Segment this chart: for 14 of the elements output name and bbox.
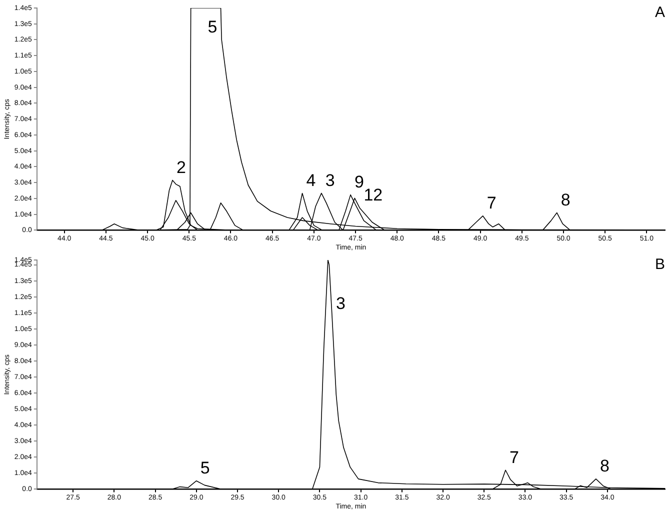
- annotation: 3: [325, 170, 335, 190]
- annotation: 4: [306, 170, 316, 190]
- annotation: 8: [560, 190, 570, 210]
- annotation: 5: [208, 18, 218, 37]
- annotation: 12: [364, 186, 383, 205]
- annotation: 7: [486, 194, 496, 213]
- annotation: 8: [600, 456, 610, 476]
- annotation: 2: [176, 158, 186, 177]
- chart-title: A: [654, 4, 665, 22]
- annotation: 9: [354, 172, 364, 192]
- chart-title: B: [654, 256, 665, 274]
- annotation: 5: [200, 458, 210, 478]
- annotation: 7: [510, 448, 519, 467]
- annotation: 3: [336, 294, 346, 313]
